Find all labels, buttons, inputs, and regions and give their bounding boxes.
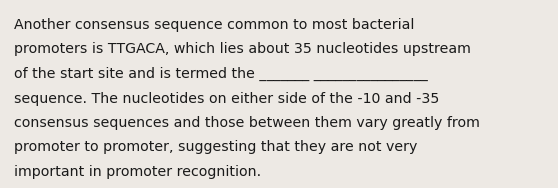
Text: important in promoter recognition.: important in promoter recognition. (14, 165, 261, 179)
Text: of the start site and is termed the _______ ________________: of the start site and is termed the ____… (14, 67, 428, 81)
Text: consensus sequences and those between them vary greatly from: consensus sequences and those between th… (14, 116, 480, 130)
Text: promoters is TTGACA, which lies about 35 nucleotides upstream: promoters is TTGACA, which lies about 35… (14, 42, 471, 57)
Text: sequence. The nucleotides on either side of the -10 and -35: sequence. The nucleotides on either side… (14, 92, 439, 105)
Text: Another consensus sequence common to most bacterial: Another consensus sequence common to mos… (14, 18, 415, 32)
Text: promoter to promoter, suggesting that they are not very: promoter to promoter, suggesting that th… (14, 140, 417, 155)
